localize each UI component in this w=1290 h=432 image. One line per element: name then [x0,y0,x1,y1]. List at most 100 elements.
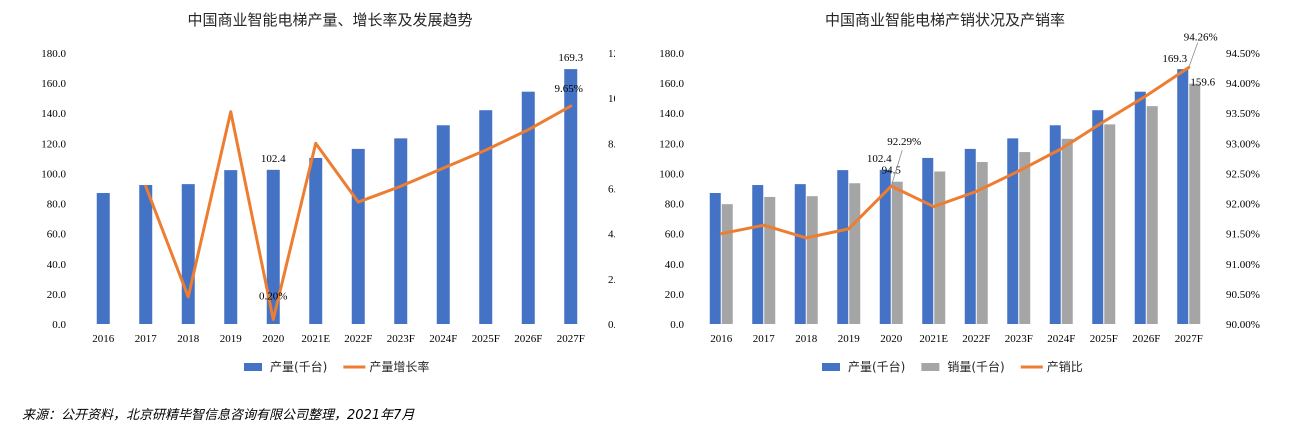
y-left-tick-label: 100.0 [659,168,684,180]
y-left-tick-label: 160.0 [41,78,66,90]
x-tick-label: 2022F [962,333,990,345]
chart-title: 中国商业智能电梯产销状况及产销率 [825,11,1065,29]
legend-label: 销量(千台) [947,359,1004,374]
y-left-tick-label: 20.0 [665,289,685,301]
x-tick-label: 2020 [262,333,285,345]
x-tick-label: 2025F [1090,333,1118,345]
y-right-tick-label: 2.00% [608,274,615,286]
x-tick-label: 2021E [919,333,948,345]
label-leader [890,149,903,187]
chart-title: 中国商业智能电梯产量、增长率及发展趋势 [187,11,472,29]
label-leader [1188,42,1199,68]
data-label: 102.4 [867,153,892,165]
y-left-tick-label: 40.0 [47,259,67,271]
bar [96,193,110,324]
x-tick-label: 2020 [880,333,903,345]
data-label: 159.6 [1190,77,1215,89]
production-sales-chart: 中国商业智能电梯产销状况及产销率 0.0 20.0 40.0 60.0 80.0 100.0… [659,11,1260,374]
data-label: 92.29% [887,136,921,148]
bar [394,138,408,324]
x-tick-label: 2017 [753,333,776,345]
bar [794,184,806,324]
bar [1007,138,1019,324]
x-tick-label: 2017 [135,333,158,345]
bar [891,181,903,324]
data-label: 94.26% [1184,31,1218,43]
y-right-tick-label: 6.00% [608,184,615,196]
y-left-tick-label: 60.0 [665,229,685,241]
bar [1061,138,1073,324]
y-right-tick-label: 90.00% [1226,319,1260,331]
bar [879,169,891,324]
y-right-tick-label: 90.50% [1226,289,1260,301]
bar [436,125,450,325]
y-left-tick-label: 120.0 [41,138,66,150]
bar [266,169,280,324]
x-tick-label: 2023F [387,333,415,345]
bar [964,148,976,324]
x-tick-label: 2019 [220,333,243,345]
bar [806,196,818,324]
bar [1134,91,1146,324]
bar [764,196,776,324]
x-tick-label: 2027F [1175,333,1203,345]
production-growth-chart: 中国商业智能电梯产量、增长率及发展趋势 0.0 20.0 40.0 60.0 80.0 10… [41,11,615,374]
y-right-tick-label: 94.00% [1226,78,1260,90]
bar [1177,69,1189,325]
bar [309,157,323,324]
legend-swatch [244,363,262,371]
bar [521,91,535,324]
y-left-tick-label: 80.0 [665,199,685,211]
legend-swatch [822,363,840,371]
bar [976,162,988,324]
growth-line [144,104,573,321]
bar [224,170,238,324]
x-tick-label: 2022F [344,333,372,345]
data-label: 9.65% [555,83,583,95]
bar [479,110,493,324]
y-left-tick-label: 60.0 [47,229,67,241]
y-right-tick-label: 4.00% [608,229,615,241]
y-right-tick-label: 92.50% [1226,168,1260,180]
y-right-tick-label: 12.00% [608,48,615,60]
bar [1092,110,1104,324]
bar [1189,83,1201,324]
y-right-tick-label: 0.00% [608,319,615,331]
bar [351,148,365,324]
data-label: 0.20% [259,290,287,302]
y-left-tick-label: 0.0 [670,319,684,331]
y-left-tick-label: 180.0 [659,48,684,60]
y-left-tick-label: 80.0 [47,199,67,211]
bar [1104,124,1116,324]
y-left-tick-label: 140.0 [659,108,684,120]
data-label: 94.5 [882,165,902,177]
x-tick-label: 2021E [301,333,330,345]
source-note: 来源：公开资料，北京研精毕智信息咨询有限公司整理，2021年7月 [22,408,415,423]
bar [752,185,764,324]
y-right-tick-label: 8.00% [608,138,615,150]
legend-label: 产销比 [1047,360,1083,374]
bar [934,171,946,324]
bar [564,69,578,325]
x-tick-label: 2024F [429,333,457,345]
legend-swatch [921,363,940,371]
x-tick-label: 2025F [472,333,500,345]
y-right-tick-label: 92.00% [1226,199,1260,211]
legend-label: 产量(千台) [270,359,327,374]
x-tick-label: 2018 [795,333,818,345]
y-right-tick-label: 10.00% [608,93,615,105]
y-left-tick-label: 0.0 [52,319,66,331]
bar [837,170,849,324]
y-right-tick-label: 93.50% [1226,108,1260,120]
y-left-tick-label: 160.0 [659,78,684,90]
bar [181,184,195,324]
bar [1049,125,1061,325]
bar [709,193,721,324]
bar [1019,152,1031,324]
x-tick-label: 2026F [514,333,542,345]
x-tick-label: 2027F [557,333,585,345]
data-label: 169.3 [558,52,583,64]
data-label: 169.3 [1162,53,1187,65]
data-label: 102.4 [261,153,286,165]
bar [139,185,153,324]
